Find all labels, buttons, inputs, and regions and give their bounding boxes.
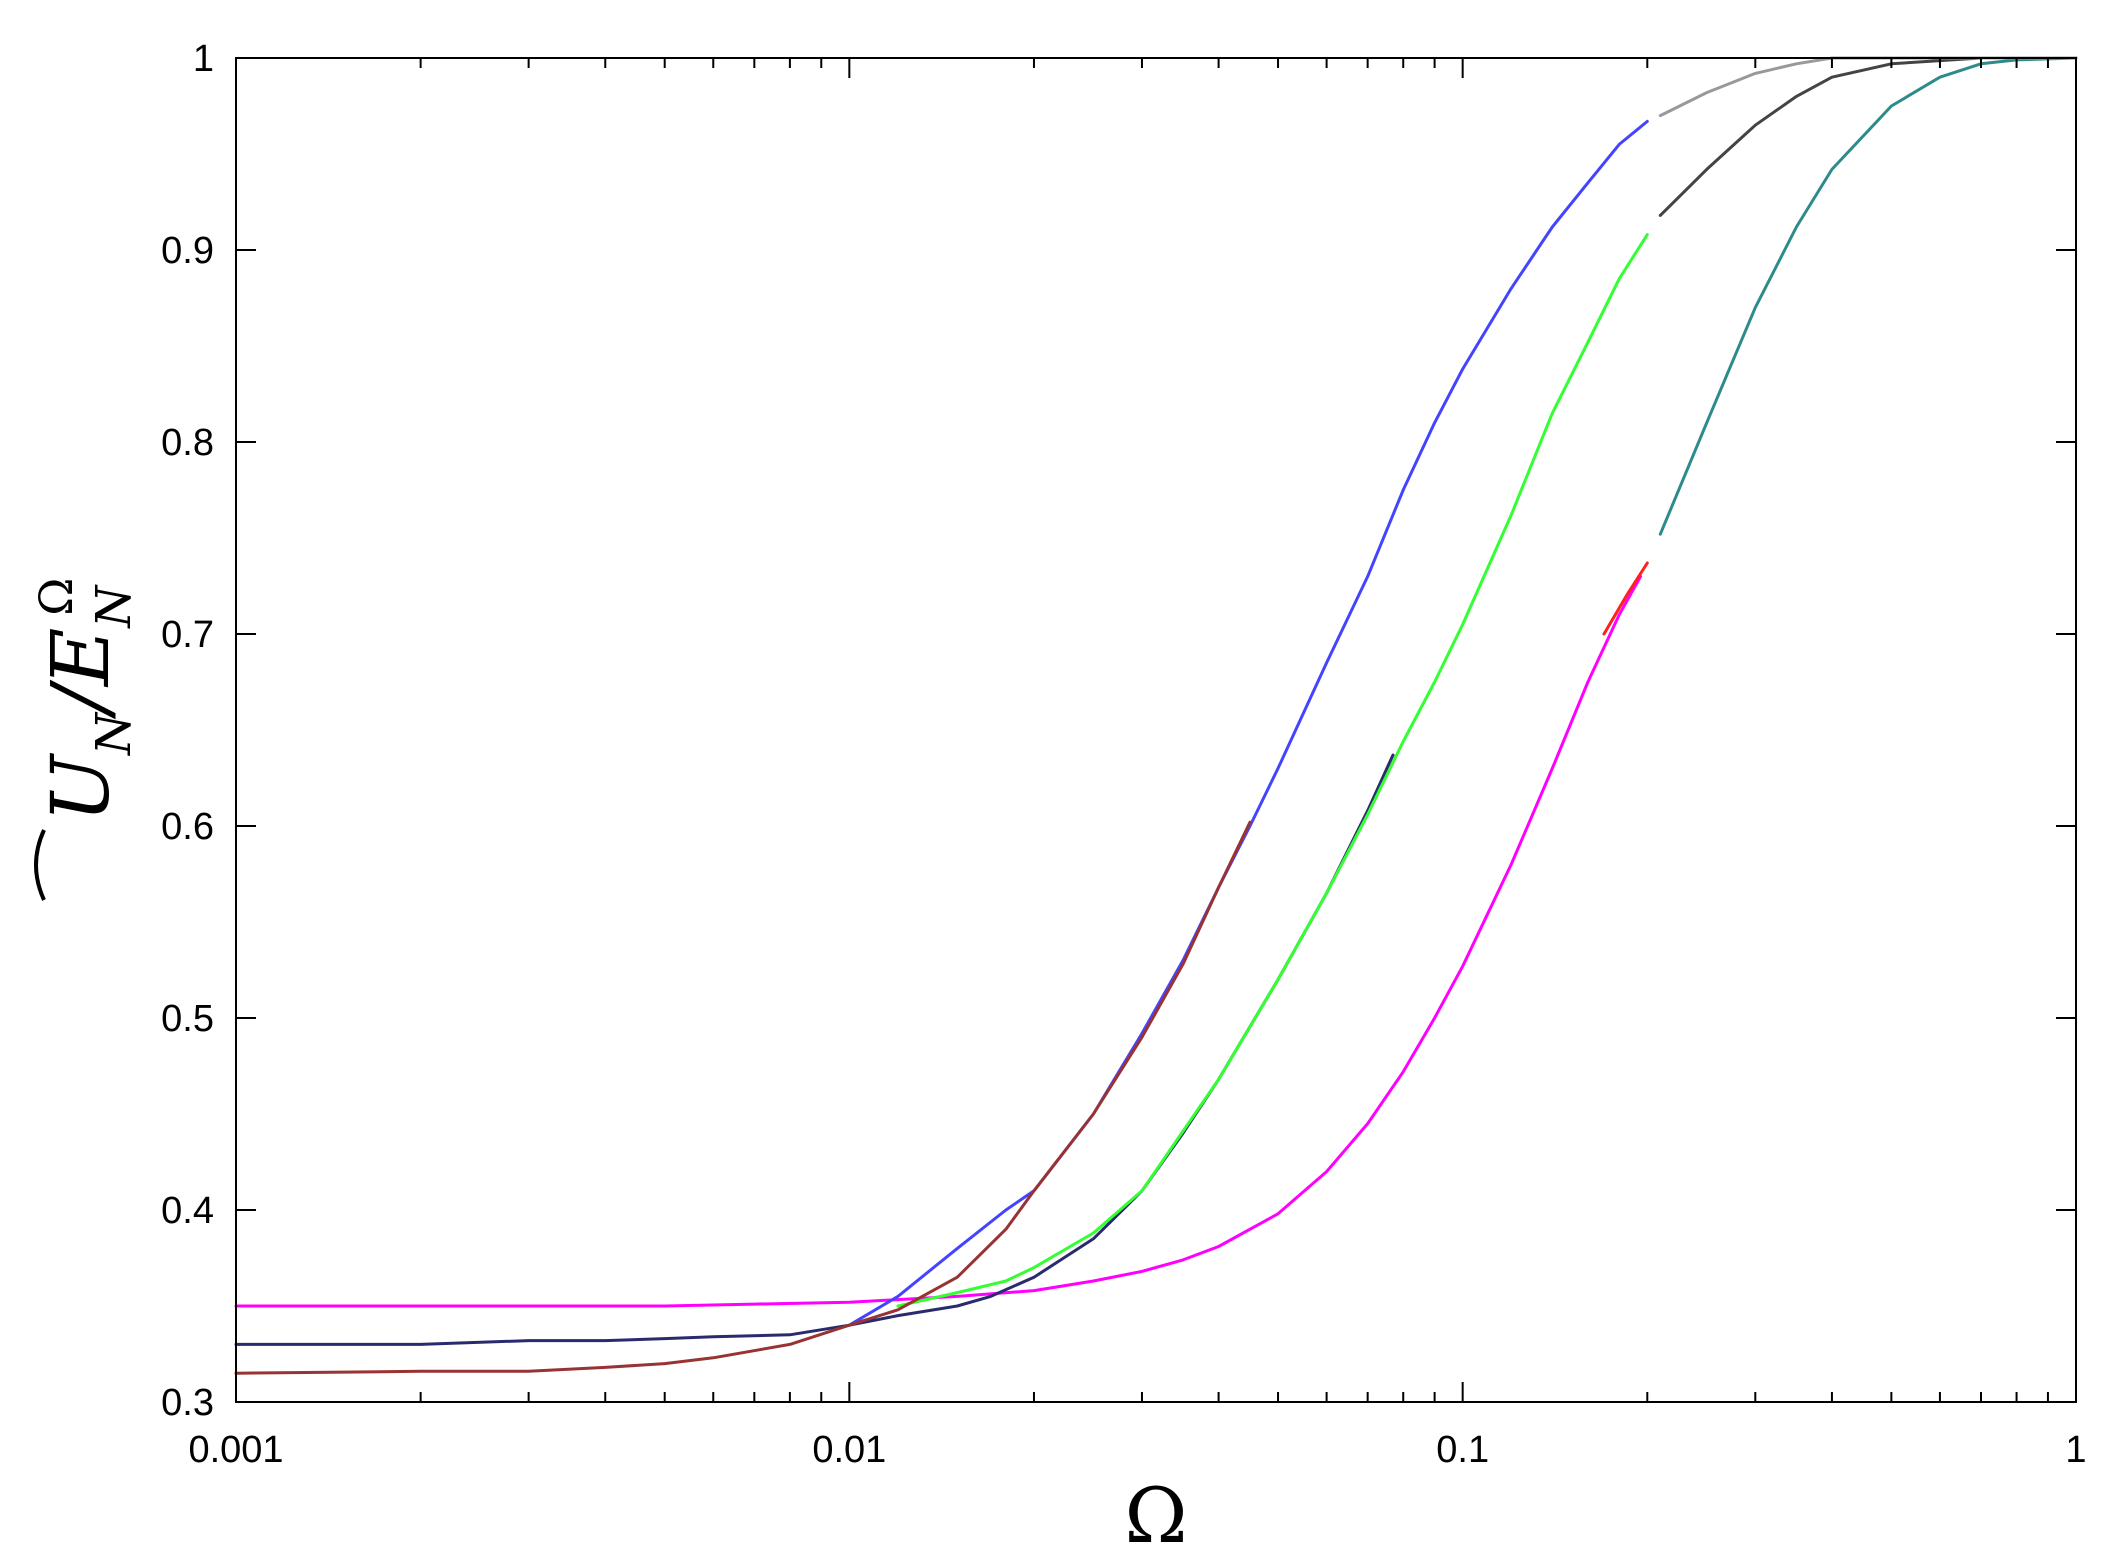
y-tick-label: 0.5 <box>161 998 214 1040</box>
y-tick-label: 0.7 <box>161 614 214 656</box>
ylabel-sub2: N <box>86 584 142 629</box>
y-tick-label: 0.3 <box>161 1382 214 1424</box>
y-tick-label: 0.8 <box>161 422 214 464</box>
series-line-2 <box>1602 561 1649 636</box>
y-tick-label: 0.9 <box>161 230 214 272</box>
x-tick-label: 0.01 <box>812 1429 886 1471</box>
ylabel-sup2: Ω <box>29 578 83 616</box>
x-tick-label: 1 <box>2065 1429 2086 1471</box>
labels-layer: 0.001 0.01 0.1 10.30.40.50.60.70.80.91ΩUN/E… <box>29 38 2087 1560</box>
y-tick-label: 0.6 <box>161 806 214 848</box>
plot-frame <box>235 57 2077 1403</box>
ticks-layer <box>235 57 2077 1403</box>
y-tick-label: 1 <box>193 38 214 80</box>
series-layer <box>234 56 2078 1375</box>
series-line-1 <box>234 574 1643 1308</box>
series-line-7 <box>847 119 1649 1327</box>
x-axis-label: Ω <box>1124 1471 1187 1560</box>
ylabel-base: U <box>34 752 127 822</box>
svg-text:UN/ENΩ: UN/ENΩ <box>29 578 142 823</box>
series-line-3 <box>1658 56 2078 536</box>
series-line-5 <box>896 233 1649 1308</box>
ylabel-base2: E <box>34 628 127 688</box>
series-line-9 <box>234 820 1252 1375</box>
y-axis-label: UN/ENΩ <box>29 578 142 901</box>
x-tick-label: 0.1 <box>1436 1429 1489 1471</box>
ylabel-sub: N <box>86 711 142 756</box>
y-tick-label: 0.4 <box>161 1190 214 1232</box>
x-tick-label: 0.001 <box>188 1429 283 1471</box>
ylabel-overbar <box>34 829 46 901</box>
